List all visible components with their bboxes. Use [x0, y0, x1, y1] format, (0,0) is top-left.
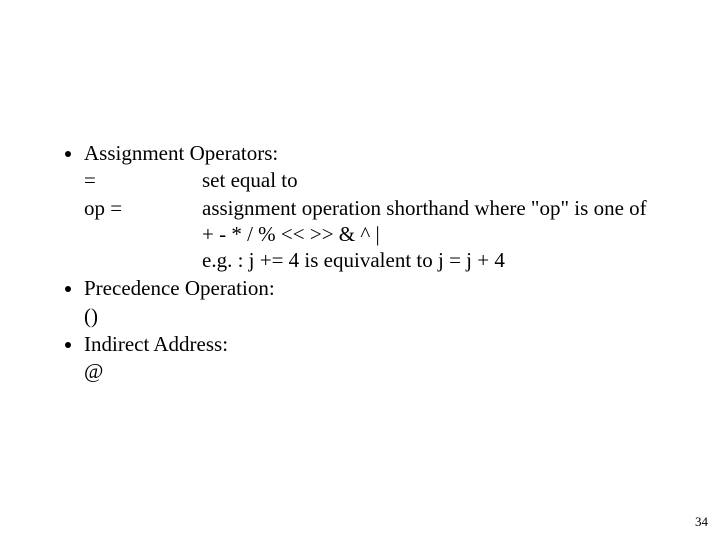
symbol-op-equals: op = — [84, 195, 202, 274]
desc-parens — [202, 303, 680, 329]
desc-line: assignment operation shorthand where "op… — [202, 195, 680, 221]
row-at: @ — [84, 358, 680, 384]
row-op-equals: op = assignment operation shorthand wher… — [84, 195, 680, 274]
symbol-parens: () — [84, 303, 202, 329]
desc-line: set equal to — [202, 167, 680, 193]
row-equals: = set equal to — [84, 167, 680, 193]
desc-equals: set equal to — [202, 167, 680, 193]
slide-content: Assignment Operators: = set equal to op … — [60, 140, 680, 386]
bullet-precedence-operation: Precedence Operation: () — [84, 275, 680, 329]
bullet-title: Precedence Operation: — [84, 276, 275, 300]
bullet-title: Indirect Address: — [84, 332, 228, 356]
row-parens: () — [84, 303, 680, 329]
desc-op-equals: assignment operation shorthand where "op… — [202, 195, 680, 274]
bullet-title: Assignment Operators: — [84, 141, 278, 165]
bullet-assignment-operators: Assignment Operators: = set equal to op … — [84, 140, 680, 273]
slide: Assignment Operators: = set equal to op … — [0, 0, 720, 540]
bullet-list: Assignment Operators: = set equal to op … — [60, 140, 680, 384]
symbol-at: @ — [84, 358, 202, 384]
page-number: 34 — [695, 514, 708, 530]
desc-line: e.g. : j += 4 is equivalent to j = j + 4 — [202, 247, 680, 273]
desc-at — [202, 358, 680, 384]
bullet-indirect-address: Indirect Address: @ — [84, 331, 680, 385]
symbol-equals: = — [84, 167, 202, 193]
desc-line: + - * / % << >> & ^ | — [202, 221, 680, 247]
